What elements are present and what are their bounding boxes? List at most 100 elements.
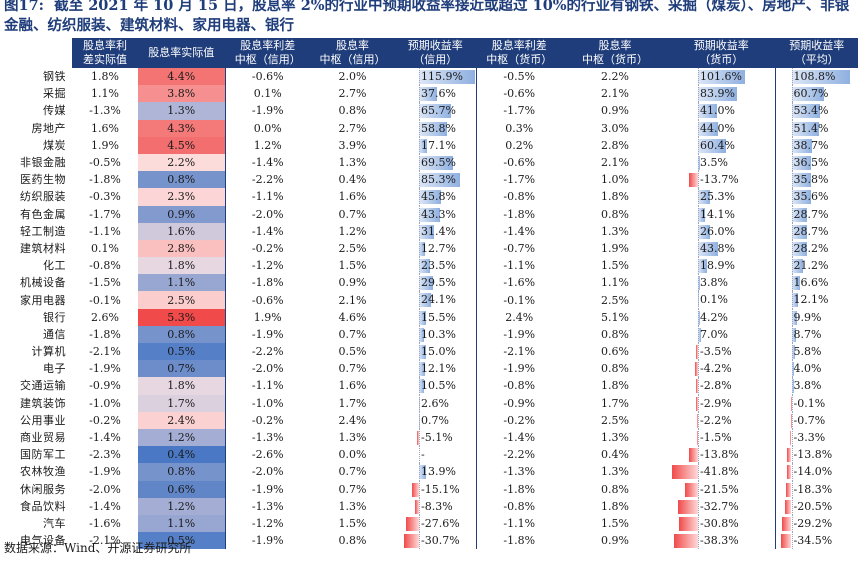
bar-value-label: 108.8% (793, 70, 836, 83)
return-cell: 0.7% (395, 411, 476, 429)
spread-center-credit: -2.0% (224, 360, 310, 378)
bar-zero-axis (419, 463, 421, 481)
dividend-yield-actual: 0.7% (138, 360, 225, 378)
bar-zero-axis (698, 205, 700, 223)
table-row: 纺织服装 -0.3% 2.3% -1.1% 1.6% 45.8% -0.8% 1.8% 25.3… (0, 188, 858, 206)
return-cell: -21.5% (668, 480, 775, 498)
table-row: 家用电器 -0.1% 2.5% -0.6% 2.1% 24.1% -0.1% 2.5% 0.1%… (0, 291, 858, 309)
bar-zero-axis (419, 325, 421, 343)
bar-value-label: 12.7% (421, 241, 456, 255)
return-cell: 5.8% (774, 343, 858, 361)
dividend-center-credit: 0.5% (338, 345, 367, 359)
bar-zero-axis (791, 428, 794, 447)
return-cell: -0.7% (774, 411, 858, 429)
bar-value-label: 3.5% (700, 155, 728, 169)
bar-value-label: 2.6% (421, 396, 449, 410)
spread-actual: -0.3% (89, 190, 121, 204)
industry-name: 化工 (43, 259, 66, 273)
return-cell: 9.9% (774, 308, 858, 326)
return-cell: 36.5% (774, 153, 858, 172)
data-bar (684, 482, 698, 497)
return-cell: -20.5% (774, 497, 858, 515)
return-cell: 15.5% (395, 308, 476, 326)
dividend-center-credit: 0.7% (338, 465, 367, 479)
bar-value-label: -13.7% (700, 173, 739, 187)
return-cell: 16.6% (774, 274, 858, 292)
dividend-center-credit: 0.8% (338, 534, 367, 548)
data-bar (698, 138, 727, 153)
spread-center-money: -0.2% (475, 411, 562, 429)
dividend-center-money: 2.1% (601, 87, 629, 101)
data-bar (419, 379, 425, 394)
data-bar (698, 259, 707, 274)
data-bar (791, 310, 797, 325)
data-bar (689, 173, 698, 188)
bar-value-label: 31.4% (421, 224, 456, 238)
dividend-yield-actual: 0.9% (138, 205, 225, 223)
spread-center-money: -1.1% (475, 257, 562, 275)
bar-value-label: 15.0% (421, 345, 456, 358)
spread-center-money: -1.8% (475, 205, 562, 223)
bar-zero-axis (419, 308, 421, 326)
spread-center-credit: -2.2% (224, 343, 310, 361)
spread-actual: -1.7% (89, 207, 121, 221)
data-bar (791, 241, 807, 256)
spread-center-credit: -0.6% (224, 68, 310, 86)
spread-center-money: -1.4% (475, 428, 562, 447)
bar-zero-axis (791, 188, 794, 206)
dividend-center-credit: 0.7% (338, 482, 367, 496)
dividend-yield-actual: 1.1% (138, 514, 225, 533)
table-row: 银行 2.6% 5.3% 1.9% 4.6% 15.5% 2.4% 5.1% 4.2% 9.9% (0, 308, 858, 326)
table-row: 有色金属 -1.7% 0.9% -2.0% 0.7% 43.3% -1.8% 0.8% 14.1… (0, 205, 858, 223)
data-bar (419, 70, 475, 84)
return-cell: 37.6% (395, 85, 476, 103)
spread-center-money: -1.3% (475, 463, 562, 481)
bar-value-label: 83.9% (700, 87, 735, 101)
bar-zero-axis (419, 343, 421, 361)
dividend-center-money: 1.3% (601, 465, 629, 479)
spread-center-money: 0.2% (475, 136, 562, 154)
data-bar (791, 173, 811, 188)
industry-name: 银行 (43, 310, 66, 324)
bar-value-label: 4.2% (700, 310, 728, 324)
spread-actual: 2.6% (91, 310, 119, 324)
dividend-yield-actual: 1.8% (138, 257, 225, 275)
return-cell: 4.2% (668, 308, 775, 326)
dividend-yield-actual: 3.8% (138, 85, 225, 103)
dividend-yield-actual: 2.5% (138, 291, 225, 309)
table-row: 农林牧渔 -1.9% 0.8% -2.0% 0.7% 13.9% -1.3% 1.3% -41.… (0, 463, 858, 481)
return-cell: 29.5% (395, 274, 476, 292)
column-header: 预期收益率 （平均） (774, 38, 858, 68)
bar-zero-axis (419, 136, 421, 154)
return-cell: 101.6% (668, 68, 775, 86)
dividend-center-credit: 0.7% (338, 327, 367, 341)
spread-center-money: -0.8% (475, 377, 562, 395)
return-cell: -2.2% (668, 411, 775, 429)
data-bar (790, 430, 792, 445)
data-bar (419, 345, 427, 359)
bar-value-label: 35.6% (793, 190, 829, 204)
industry-name: 非银金融 (20, 156, 66, 170)
return-cell: 53.4% (774, 102, 858, 120)
return-cell: 3.8% (774, 377, 858, 395)
return-cell: 17.1% (395, 136, 476, 154)
data-bar (419, 241, 426, 256)
data-bar (791, 276, 801, 291)
return-cell: -14.0% (774, 463, 858, 481)
data-bar (689, 448, 698, 463)
return-cell: 8.7% (774, 325, 858, 343)
bar-zero-axis (698, 360, 700, 378)
dividend-yield-actual: 0.8% (138, 325, 225, 343)
spread-center-credit: -2.0% (224, 463, 310, 481)
bar-zero-axis (698, 119, 700, 137)
data-bar (791, 345, 795, 359)
spread-center-money: -0.8% (475, 497, 562, 515)
industry-name: 计算机 (31, 345, 66, 359)
return-cell: 26.0% (668, 222, 775, 240)
data-bar (419, 207, 440, 222)
return-cell: 115.9% (395, 68, 476, 86)
bar-value-label: -30.8% (700, 516, 739, 530)
bar-zero-axis (698, 136, 700, 154)
dividend-center-money: 0.8% (601, 482, 629, 496)
data-bar (698, 241, 719, 256)
